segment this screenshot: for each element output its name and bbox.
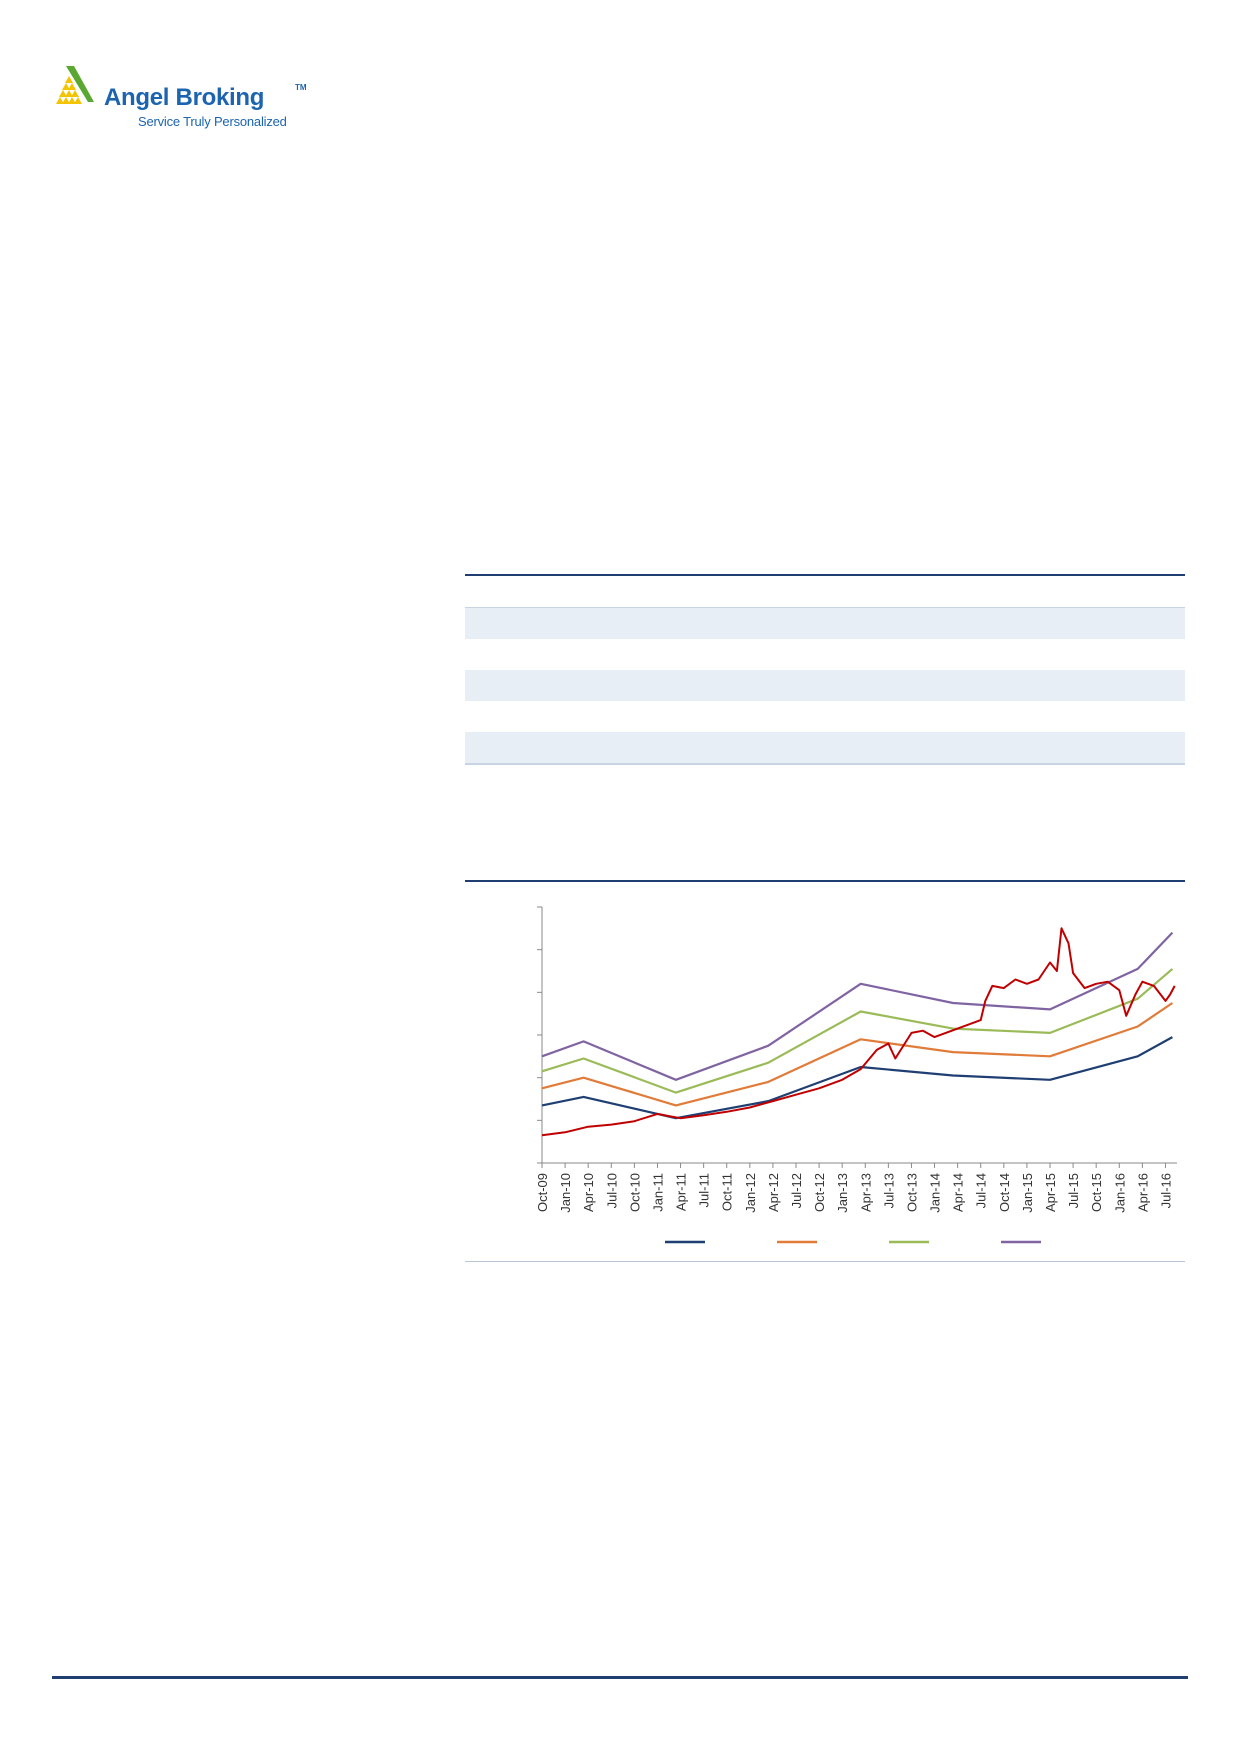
table-row bbox=[465, 670, 1185, 701]
brand-tagline: Service Truly Personalized bbox=[138, 114, 287, 129]
x-tick-label: Apr-10 bbox=[581, 1173, 596, 1212]
band-series-line-band_2 bbox=[541, 1002, 1174, 1107]
x-tick-label: Jan-12 bbox=[743, 1173, 758, 1213]
x-tick-label: Oct-14 bbox=[997, 1173, 1012, 1212]
footer-rule bbox=[52, 1676, 1188, 1679]
x-tick-label: Jul-13 bbox=[881, 1173, 896, 1208]
table-row bbox=[465, 608, 1185, 639]
x-tick-label: Oct-15 bbox=[1089, 1173, 1104, 1212]
x-tick-label: Jul-16 bbox=[1158, 1173, 1173, 1208]
x-tick-label: Jan-10 bbox=[558, 1173, 573, 1213]
x-tick-label: Oct-10 bbox=[627, 1173, 642, 1212]
x-tick-label: Jul-12 bbox=[789, 1173, 804, 1208]
x-tick-label: Jan-16 bbox=[1112, 1173, 1127, 1213]
x-tick-label: Jul-15 bbox=[1066, 1173, 1081, 1208]
brand-trademark: TM bbox=[295, 83, 307, 92]
x-tick-label: Apr-14 bbox=[951, 1173, 966, 1212]
price-series-line bbox=[541, 927, 1176, 1137]
brand-logo: Angel Broking TM Service Truly Personali… bbox=[52, 64, 312, 136]
band-series-line-band_1 bbox=[541, 1036, 1173, 1120]
x-tick-label: Apr-13 bbox=[858, 1173, 873, 1212]
x-tick-label: Jul-14 bbox=[974, 1173, 989, 1208]
x-tick-label: Oct-12 bbox=[812, 1173, 827, 1212]
band-series-line-band_4 bbox=[541, 931, 1174, 1081]
table-header-row bbox=[465, 576, 1185, 608]
x-tick-label: Jan-11 bbox=[650, 1173, 665, 1212]
table-row bbox=[465, 701, 1185, 732]
x-tick-label: Jul-11 bbox=[697, 1173, 712, 1207]
x-tick-label: Apr-12 bbox=[766, 1173, 781, 1212]
x-tick-label: Apr-16 bbox=[1135, 1173, 1150, 1212]
table-bottom-rule bbox=[465, 763, 1185, 765]
x-tick-label: Jan-14 bbox=[928, 1173, 943, 1213]
x-tick-label: Oct-09 bbox=[535, 1173, 550, 1212]
price-band-chart: Oct-09 Jan-10 Apr-10 Jul-10 Oct-10 Jan-11 Apr-… bbox=[465, 880, 1185, 1262]
chart-canvas: Oct-09 Jan-10 Apr-10 Jul-10 Oct-10 Jan-11 Apr-… bbox=[535, 906, 1177, 1244]
angel-broking-logo-icon bbox=[56, 66, 94, 104]
x-tick-label: Apr-11 bbox=[674, 1173, 689, 1211]
table-row bbox=[465, 639, 1185, 670]
x-tick-label: Oct-11 bbox=[720, 1173, 735, 1211]
x-tick-label: Apr-15 bbox=[1043, 1173, 1058, 1212]
chart-bottom-rule bbox=[465, 1261, 1185, 1262]
table-row bbox=[465, 732, 1185, 763]
x-tick-label: Jul-10 bbox=[604, 1173, 619, 1208]
x-tick-label: Jan-15 bbox=[1020, 1173, 1035, 1213]
x-tick-label: Oct-13 bbox=[904, 1173, 919, 1212]
x-tick-label: Jan-13 bbox=[835, 1173, 850, 1213]
brand-name: Angel Broking bbox=[104, 84, 265, 111]
data-table bbox=[465, 574, 1185, 765]
chart-top-rule bbox=[465, 880, 1185, 882]
band-series-line-band_3 bbox=[541, 968, 1174, 1094]
table-top-rule bbox=[465, 574, 1185, 576]
